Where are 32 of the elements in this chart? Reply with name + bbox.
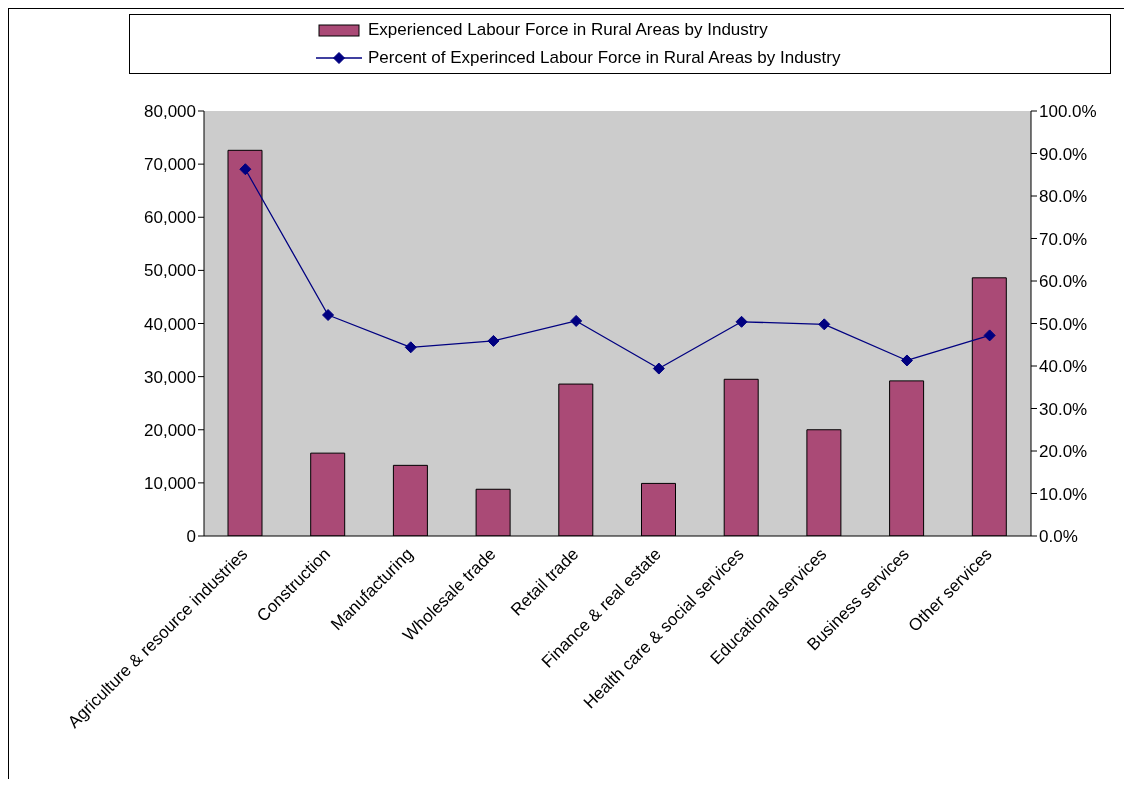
point <box>900 354 913 367</box>
y-tick-label: 50,000 <box>144 261 196 281</box>
y2-tick-label: 30.0% <box>1039 399 1088 419</box>
y2-tick-label: 60.0% <box>1039 272 1088 292</box>
legend-label: Experienced Labour Force in Rural Areas by Industry <box>368 19 768 41</box>
y2-tick-label: 90.0% <box>1039 144 1088 164</box>
point <box>735 315 748 328</box>
point <box>818 318 831 331</box>
y2-tick-label: 80.0% <box>1039 187 1088 207</box>
y2-tick-label: 100.0% <box>1039 102 1097 122</box>
y-tick-label: 30,000 <box>144 367 196 387</box>
y-tick-label: 40,000 <box>144 314 196 334</box>
point <box>404 341 417 354</box>
legend-label: Percent of Experinced Labour Force in Rural Areas by Industry <box>368 47 841 69</box>
y2-tick-label: 70.0% <box>1039 229 1088 249</box>
y-tick-label: 70,000 <box>144 155 196 175</box>
point <box>983 329 996 342</box>
y-tick-label: 20,000 <box>144 420 196 440</box>
y-tick-label: 80,000 <box>144 102 196 122</box>
y-tick-label: 0 <box>186 527 196 547</box>
point <box>487 334 500 347</box>
y2-tick-label: 40.0% <box>1039 357 1088 377</box>
y-tick-label: 60,000 <box>144 208 196 228</box>
y2-tick-label: 10.0% <box>1039 484 1088 504</box>
point <box>322 309 335 321</box>
y-tick-label: 10,000 <box>144 473 196 493</box>
y2-tick-label: 0.0% <box>1039 527 1078 547</box>
point <box>239 163 252 176</box>
y2-tick-label: 20.0% <box>1039 442 1088 462</box>
point <box>652 362 665 375</box>
point <box>570 314 583 327</box>
y2-tick-label: 50.0% <box>1039 314 1088 334</box>
